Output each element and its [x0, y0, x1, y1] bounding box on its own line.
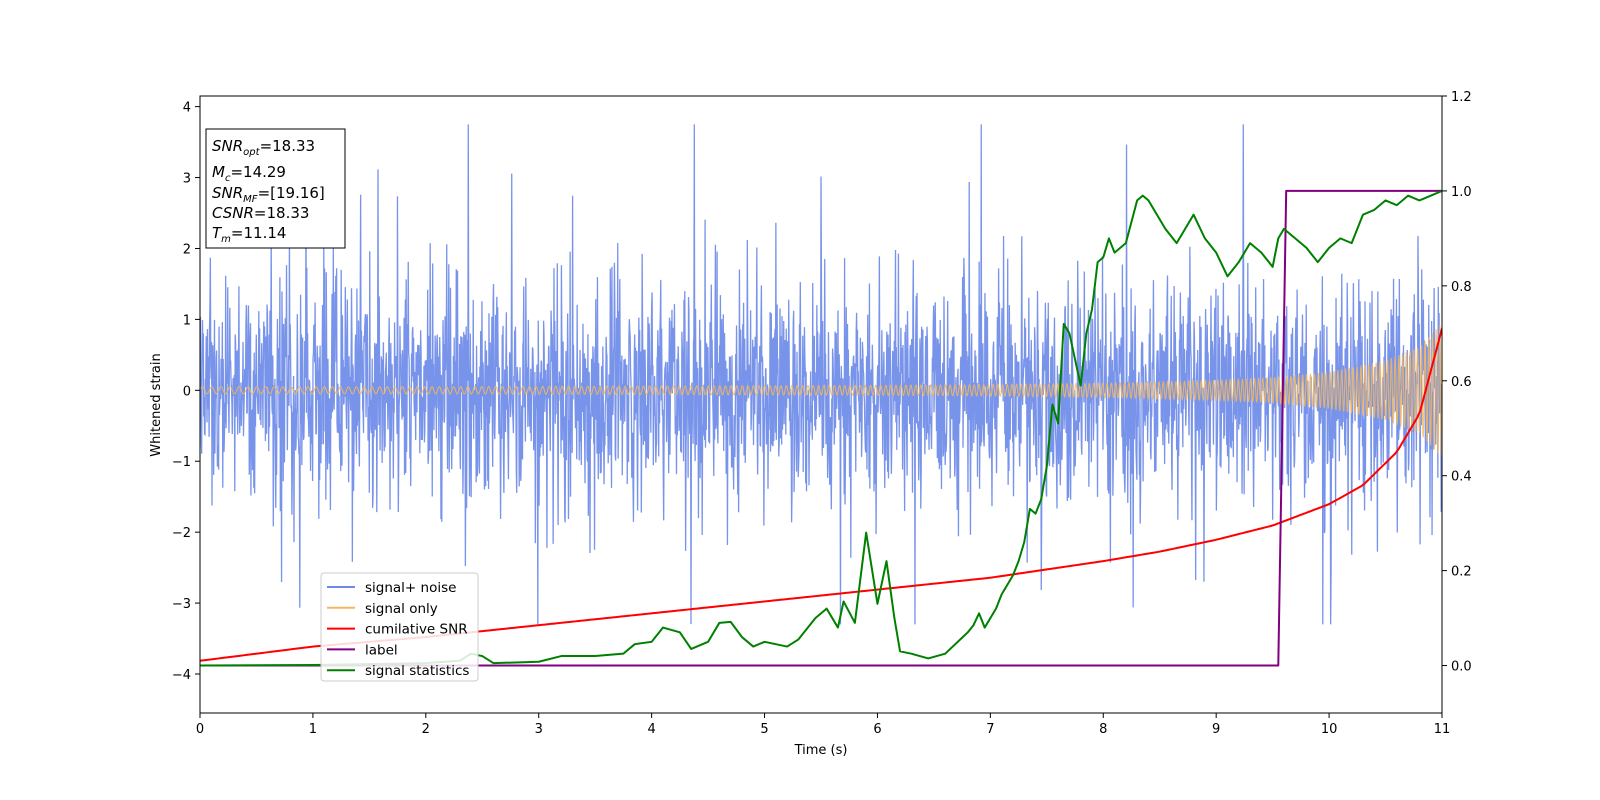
legend-item-label: cumilative SNR	[365, 622, 468, 638]
x-axis: 0 1 2 3 4 5 6 7 8 9 10 11	[196, 713, 1450, 737]
y-axis-right: 0.0 0.2 0.4 0.6 0.8 1.0 1.2	[1442, 90, 1472, 675]
x-tick-label: 5	[760, 722, 768, 737]
x-tick-label: 10	[1321, 722, 1338, 737]
info-box: SNRopt=18.33 Mc=14.29 SNRMF=[19.16] CSNR…	[205, 128, 346, 249]
x-tick-label: 6	[873, 722, 881, 737]
info-snr-opt: SNRopt=18.33	[212, 137, 315, 158]
y-left-tick-label: −3	[172, 597, 191, 612]
series-label-line	[200, 189, 1442, 667]
series-signal-statistics-line	[200, 189, 1442, 667]
plot-frame	[199, 95, 1443, 714]
legend: signal+ noise signal only cumilative SNR la…	[320, 572, 479, 682]
x-axis-label: Time (s)	[794, 743, 848, 758]
x-tick-label: 9	[1212, 722, 1220, 737]
y-left-tick-label: −4	[172, 668, 191, 683]
x-tick-label: 3	[535, 722, 543, 737]
y-left-tick-label: 3	[183, 172, 191, 187]
y-left-tick-label: 0	[183, 384, 191, 399]
y-right-tick-label: 1.2	[1451, 90, 1472, 105]
x-tick-label: 4	[647, 722, 655, 737]
info-mc: Mc=14.29	[212, 163, 286, 184]
info-snr-mf: SNRMF=[19.16]	[212, 184, 325, 205]
legend-item-label: label	[365, 642, 398, 658]
x-tick-label: 1	[309, 722, 317, 737]
x-tick-label: 7	[986, 722, 994, 737]
y-right-tick-label: 0.0	[1451, 660, 1472, 675]
x-tick-label: 0	[196, 722, 204, 737]
y-right-tick-label: 0.4	[1451, 470, 1472, 485]
y-axis-label: Whitened strain	[149, 353, 164, 456]
x-tick-label: 8	[1099, 722, 1107, 737]
x-tick-label: 11	[1434, 722, 1451, 737]
info-tm: Tm=11.14	[212, 224, 286, 245]
y-axis-left: −4 −3 −2 −1 0 1 2 3 4	[172, 101, 200, 683]
y-left-tick-label: −1	[172, 455, 191, 470]
y-left-tick-label: 4	[183, 101, 191, 116]
x-tick-label: 2	[422, 722, 430, 737]
series-signal-noise-line	[200, 124, 1442, 625]
y-left-tick-label: −2	[172, 526, 191, 541]
info-csnr: CSNR=18.33	[212, 204, 309, 222]
y-right-tick-label: 1.0	[1451, 185, 1472, 200]
y-right-tick-label: 0.2	[1451, 565, 1472, 580]
y-left-tick-label: 1	[183, 313, 191, 328]
y-right-tick-label: 0.6	[1451, 375, 1472, 390]
y-right-tick-label: 0.8	[1451, 280, 1472, 295]
y-left-tick-label: 2	[183, 242, 191, 257]
legend-item-label: signal+ noise	[365, 580, 456, 596]
legend-item-label: signal statistics	[365, 663, 469, 679]
legend-item-label: signal only	[365, 601, 438, 617]
series-signal-only-line	[200, 325, 1442, 458]
